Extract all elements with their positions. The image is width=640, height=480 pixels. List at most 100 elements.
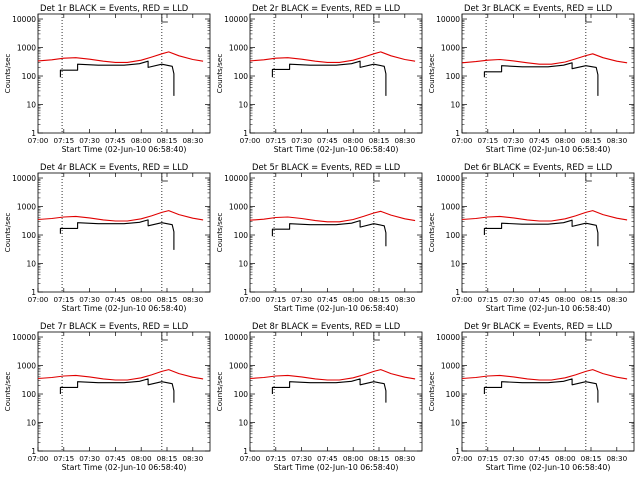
x-tick-label: 07:00 [240,136,261,145]
interval-bracket [161,173,168,182]
x-tick-label: 08:15 [581,454,602,463]
panel-det-3: Det 3r BLACK = Events, RED = LLD 1 10 100 10… [427,3,635,154]
y-axis-label: Counts/sec [3,54,12,94]
interval-bracket [373,173,380,182]
y-tick-label: 10000 [224,174,248,183]
x-axis-label: Start Time (02-Jun-10 06:58:40) [62,463,187,472]
x-axis-label: Start Time (02-Jun-10 06:58:40) [274,304,399,313]
panel-title: Det 8r BLACK = Events, RED = LLD [252,321,400,331]
y-axis-label: Counts/sec [3,372,12,412]
y-tick-label: 1 [31,129,36,138]
y-axis-label: Counts/sec [215,213,224,253]
y-tick-label: 1000 [17,203,36,212]
x-tick-label: 07:00 [452,295,473,304]
y-tick-label: 1000 [229,203,248,212]
x-tick-label: 08:15 [157,454,178,463]
x-tick-label: 07:30 [503,454,524,463]
panel-title: Det 1r BLACK = Events, RED = LLD [40,3,188,13]
panel-title: Det 5r BLACK = Events, RED = LLD [252,162,400,172]
x-tick-label: 07:15 [265,295,286,304]
y-tick-label: 10 [238,419,248,428]
panel-det-2: Det 2r BLACK = Events, RED = LLD 1 10 100 10… [215,3,423,154]
y-tick-label: 10000 [436,174,460,183]
lld-series-line [37,210,204,222]
events-series-line [483,62,599,96]
x-tick-label: 08:00 [131,295,152,304]
panel-det-8: Det 8r BLACK = Events, RED = LLD 1 10 100 10… [215,321,423,472]
x-tick-label: 08:30 [606,295,627,304]
lld-series-line [249,369,416,381]
x-tick-label: 07:30 [291,454,312,463]
x-tick-label: 08:30 [606,454,627,463]
x-tick-label: 07:45 [317,454,338,463]
events-series-line [271,60,387,96]
x-tick-label: 07:00 [28,295,49,304]
x-tick-label: 07:15 [477,136,498,145]
lld-series-line [37,369,204,381]
y-tick-label: 100 [446,231,461,240]
panel-title: Det 7r BLACK = Events, RED = LLD [40,321,188,331]
x-tick-label: 08:00 [555,454,576,463]
interval-bracket [161,332,168,341]
y-tick-label: 100 [22,72,37,81]
x-tick-label: 08:30 [394,454,415,463]
x-tick-label: 08:00 [555,136,576,145]
y-tick-label: 1 [243,129,248,138]
y-tick-label: 10 [26,260,36,269]
y-axis-label: Counts/sec [427,54,436,94]
x-tick-label: 08:30 [606,136,627,145]
x-tick-label: 08:30 [182,454,203,463]
x-tick-label: 07:30 [79,295,100,304]
y-tick-label: 100 [234,390,249,399]
plot-frame [249,331,423,452]
events-series-line [59,378,175,403]
y-tick-label: 100 [446,390,461,399]
y-axis-label: Counts/sec [427,213,436,253]
x-tick-label: 08:00 [131,454,152,463]
x-tick-label: 08:15 [369,454,390,463]
x-axis-label: Start Time (02-Jun-10 06:58:40) [62,304,187,313]
x-tick-label: 07:45 [105,454,126,463]
y-axis-label: Counts/sec [215,372,224,412]
x-tick-label: 07:30 [503,295,524,304]
x-tick-label: 07:30 [79,454,100,463]
x-tick-label: 07:00 [240,454,261,463]
lld-series-line [249,210,416,223]
y-axis-label: Counts/sec [3,213,12,253]
y-axis-label: Counts/sec [215,54,224,94]
panel-title: Det 6r BLACK = Events, RED = LLD [464,162,612,172]
x-tick-label: 07:00 [240,295,261,304]
panel-det-1: Det 1r BLACK = Events, RED = LLD 1 10 100 10… [3,3,211,154]
lld-series-line [461,53,628,65]
x-tick-label: 07:45 [317,295,338,304]
panel-det-6: Det 6r BLACK = Events, RED = LLD 1 10 100 10… [427,162,635,313]
y-tick-label: 1 [455,129,460,138]
x-axis-label: Start Time (02-Jun-10 06:58:40) [486,145,611,154]
y-tick-label: 1000 [229,362,248,371]
y-tick-label: 1 [243,288,248,297]
y-tick-label: 100 [22,390,37,399]
x-tick-label: 07:00 [452,136,473,145]
panel-det-5: Det 5r BLACK = Events, RED = LLD 1 10 100 10… [215,162,423,313]
x-tick-label: 08:15 [369,136,390,145]
x-tick-label: 08:30 [394,295,415,304]
y-tick-label: 10000 [436,15,460,24]
panel-title: Det 2r BLACK = Events, RED = LLD [252,3,400,13]
x-tick-label: 08:30 [182,136,203,145]
y-tick-label: 1 [455,447,460,456]
y-tick-label: 10 [450,101,460,110]
x-axis-label: Start Time (02-Jun-10 06:58:40) [62,145,187,154]
x-tick-label: 08:00 [343,454,364,463]
x-tick-label: 08:00 [343,136,364,145]
lld-series-line [249,51,416,63]
x-axis-label: Start Time (02-Jun-10 06:58:40) [274,145,399,154]
x-tick-label: 08:15 [157,136,178,145]
plot-frame [37,331,211,452]
panel-det-9: Det 9r BLACK = Events, RED = LLD 1 10 100 10… [427,321,635,472]
x-tick-label: 08:15 [369,295,390,304]
y-tick-label: 10000 [12,174,36,183]
y-tick-label: 1 [31,288,36,297]
y-tick-label: 10 [26,101,36,110]
plot-frame [249,13,423,134]
